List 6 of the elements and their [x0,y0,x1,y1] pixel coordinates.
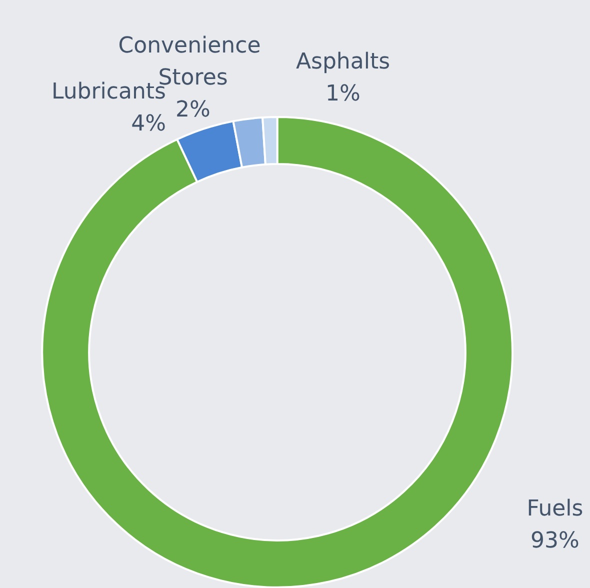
slice-label: Fuels [526,496,584,522]
data-label: 1% [326,82,360,106]
data-label: 93% [530,528,580,554]
data-label: 2% [176,98,210,122]
data-label: 4% [131,112,166,136]
slice-label: Asphalts [296,50,390,74]
